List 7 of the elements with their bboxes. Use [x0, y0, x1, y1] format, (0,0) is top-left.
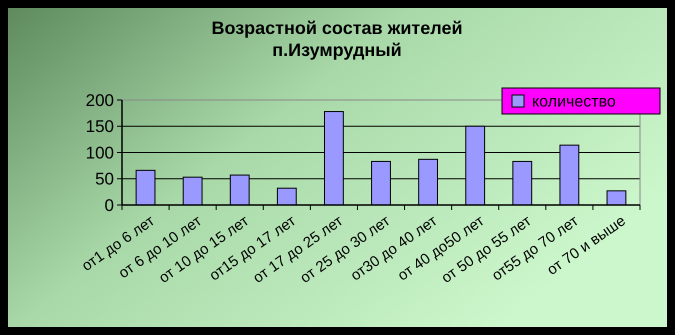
chart-title: Возрастной состав жителей п.Изумрудный — [211, 18, 463, 60]
legend-label: количество — [532, 94, 616, 111]
y-tick-label: 200 — [86, 90, 114, 110]
y-tick-label: 0 — [104, 196, 114, 215]
y-tick-label: 150 — [86, 117, 114, 136]
y-tick-label: 50 — [95, 170, 114, 189]
y-tick-label: 100 — [86, 143, 114, 162]
